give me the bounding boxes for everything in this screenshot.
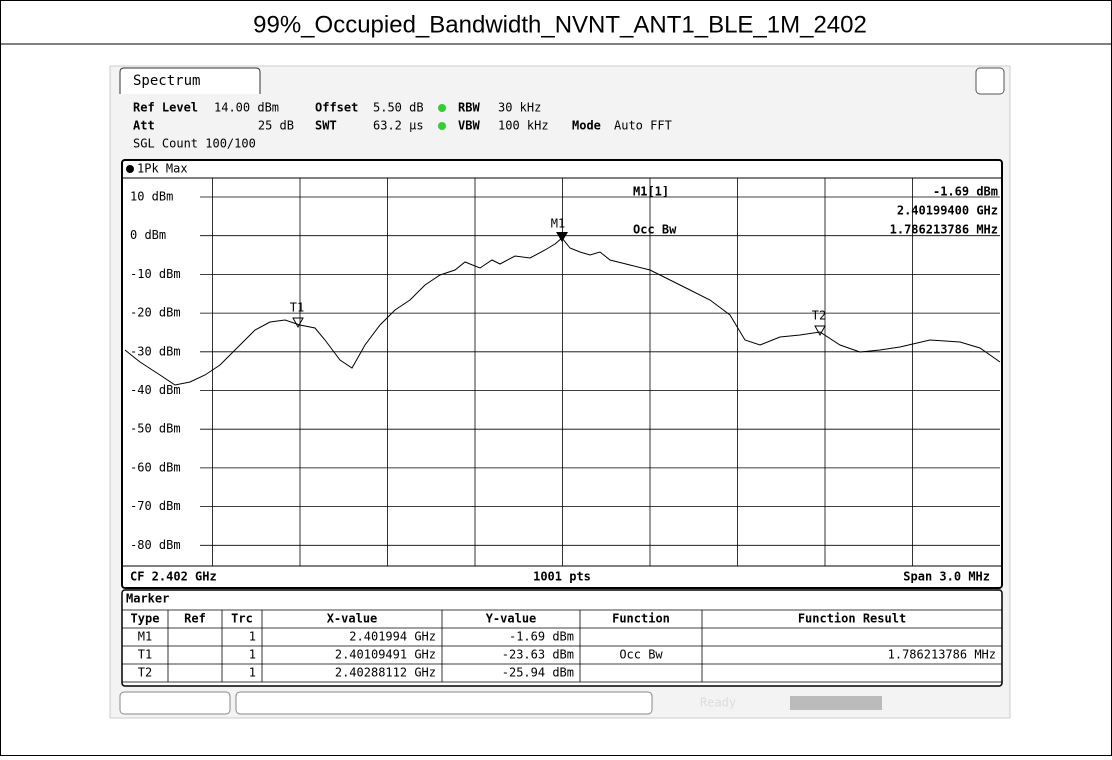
value: 5.50 dB bbox=[373, 101, 424, 115]
y-label: 10 dBm bbox=[130, 190, 173, 204]
table-cell: 1 bbox=[249, 630, 256, 644]
table-header: Function bbox=[612, 612, 670, 626]
pts: 1001 pts bbox=[533, 570, 591, 584]
y-label: -70 dBm bbox=[130, 499, 181, 513]
sgl-count: SGL Count 100/100 bbox=[133, 137, 256, 151]
occ-label: Occ Bw bbox=[633, 223, 677, 237]
indicator bbox=[438, 122, 446, 130]
label: Ref Level bbox=[133, 101, 198, 115]
table-header: Y-value bbox=[486, 612, 537, 626]
indicator bbox=[438, 104, 446, 112]
table-header: Type bbox=[131, 612, 160, 626]
cf: CF 2.402 GHz bbox=[130, 570, 217, 584]
y-label: -40 dBm bbox=[130, 383, 181, 397]
table-cell: M1 bbox=[138, 630, 152, 644]
status-box bbox=[119, 691, 231, 715]
label: SWT bbox=[315, 119, 337, 133]
status-box bbox=[235, 691, 653, 715]
title: 99%_Occupied_Bandwidth_NVNT_ANT1_BLE_1M_… bbox=[253, 11, 867, 38]
marker-label: T2 bbox=[812, 309, 826, 323]
table-cell: 2.40288112 GHz bbox=[335, 666, 436, 680]
trace-dot bbox=[126, 165, 134, 173]
tab[interactable] bbox=[119, 67, 261, 94]
label: Att bbox=[133, 119, 155, 133]
table-header: X-value bbox=[327, 612, 378, 626]
trace bbox=[124, 237, 1001, 386]
status-ready: Ready bbox=[700, 696, 736, 710]
icon-button[interactable] bbox=[975, 67, 1005, 95]
table-cell: 1 bbox=[249, 666, 256, 680]
m1-label: M1[1] bbox=[633, 185, 669, 199]
table-cell: T1 bbox=[138, 648, 152, 662]
trace-label: 1Pk Max bbox=[137, 162, 188, 176]
y-label: 0 dBm bbox=[130, 228, 166, 242]
table-cell: Occ Bw bbox=[619, 648, 663, 662]
y-label: -20 dBm bbox=[130, 306, 181, 320]
table-header: Function Result bbox=[798, 612, 906, 626]
label: Offset bbox=[315, 101, 358, 115]
table-cell: -1.69 dBm bbox=[509, 630, 574, 644]
marker-table bbox=[121, 589, 1003, 687]
y-label: -60 dBm bbox=[130, 460, 181, 474]
value: 30 kHz bbox=[498, 101, 541, 115]
table-cell: 2.401994 GHz bbox=[349, 630, 436, 644]
progress bbox=[790, 696, 882, 710]
marker-t1 bbox=[292, 317, 304, 329]
value: 100 kHz bbox=[498, 119, 549, 133]
label: Mode bbox=[572, 119, 601, 133]
y-label: -80 dBm bbox=[130, 538, 181, 552]
span: Span 3.0 MHz bbox=[903, 570, 990, 584]
occ-value: 1.786213786 MHz bbox=[890, 223, 998, 237]
table-cell: T2 bbox=[138, 666, 152, 680]
table-cell: -25.94 dBm bbox=[502, 666, 574, 680]
table-cell: 2.40109491 GHz bbox=[335, 648, 436, 662]
table-header: Ref bbox=[184, 612, 206, 626]
m1-level: -1.69 dBm bbox=[933, 185, 998, 199]
graph bbox=[121, 159, 1003, 589]
label: RBW bbox=[458, 101, 480, 115]
label: VBW bbox=[458, 119, 480, 133]
table-cell: -23.63 dBm bbox=[502, 648, 574, 662]
table-header: Trc bbox=[231, 612, 253, 626]
value: 14.00 dBm bbox=[214, 101, 279, 115]
y-label: -30 dBm bbox=[130, 344, 181, 358]
table-cell: 1 bbox=[249, 648, 256, 662]
value: Auto FFT bbox=[614, 119, 672, 133]
y-label: -50 dBm bbox=[130, 422, 181, 436]
marker-m1 bbox=[556, 232, 568, 242]
m1-freq: 2.40199400 GHz bbox=[897, 204, 998, 218]
value: 63.2 µs bbox=[373, 119, 424, 133]
tab-label[interactable]: Spectrum bbox=[133, 73, 200, 89]
table-cell: 1.786213786 MHz bbox=[888, 648, 996, 662]
y-label: -10 dBm bbox=[130, 267, 181, 281]
marker-label: M1 bbox=[551, 217, 565, 231]
value: 25 dB bbox=[258, 119, 294, 133]
marker-label: T1 bbox=[290, 301, 304, 315]
marker-t2 bbox=[814, 325, 826, 337]
table-title: Marker bbox=[126, 592, 169, 606]
